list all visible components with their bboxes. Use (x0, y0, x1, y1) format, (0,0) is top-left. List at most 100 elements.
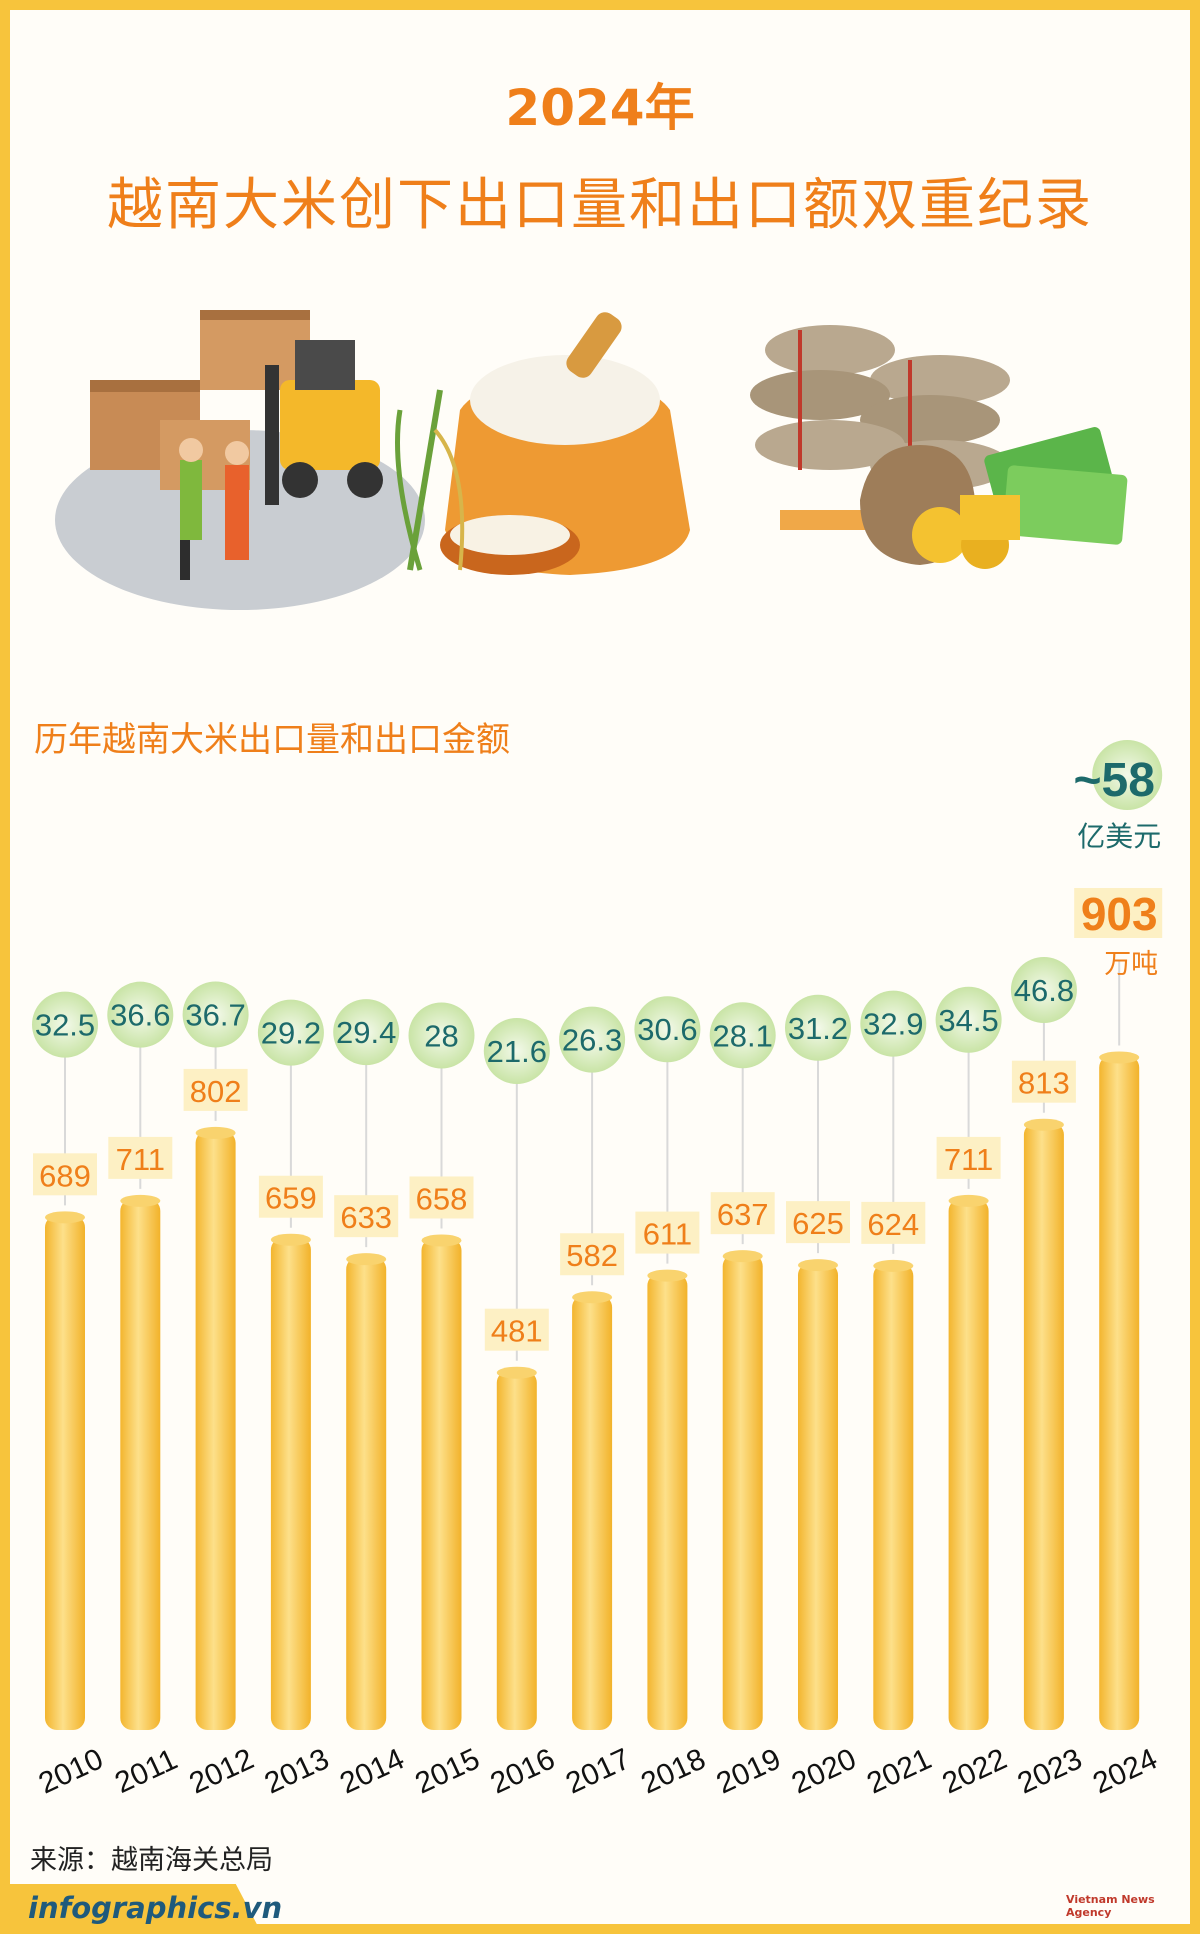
warehouse-illustration (55, 310, 425, 610)
volume-label-bg (710, 1192, 775, 1235)
hero-illustration (55, 310, 1128, 610)
volume-label-bg (635, 1211, 700, 1254)
value-bubble (333, 999, 400, 1066)
value-bubble (1010, 957, 1077, 1023)
value-bubble (483, 1017, 550, 1084)
year-label: 2017 (561, 1742, 635, 1800)
bar-2021 (873, 1263, 914, 1730)
value-bubble-2024 (1092, 740, 1163, 810)
volume-label-bg (786, 1201, 850, 1244)
bar-cap (873, 1259, 914, 1272)
bar-2012 (195, 1130, 236, 1730)
bar-2010 (45, 1215, 85, 1730)
bar-cap (496, 1366, 537, 1379)
volume-label-bg (183, 1068, 248, 1111)
year-label: 2014 (335, 1742, 409, 1800)
year-label: 2024 (1088, 1742, 1162, 1800)
value-label: 30.6 (637, 1012, 697, 1047)
value-label: 31.2 (788, 1011, 848, 1046)
volume-label: 802 (190, 1074, 242, 1109)
bar-2020 (798, 1263, 838, 1730)
year-label: 2010 (34, 1742, 108, 1800)
volume-label: 813 (1018, 1066, 1070, 1101)
value-label: 46.8 (1014, 973, 1074, 1008)
volume-label-bg (409, 1176, 474, 1219)
volume-label: 633 (340, 1200, 392, 1235)
volume-2024: 903 (1081, 888, 1158, 940)
year-label: 2023 (1013, 1742, 1087, 1800)
bar-cap (798, 1259, 838, 1272)
bar-2013 (270, 1237, 311, 1730)
volume-label-bg (484, 1308, 549, 1351)
year-label: 2015 (410, 1742, 484, 1800)
year-label: 2012 (184, 1742, 258, 1800)
volume-label: 659 (265, 1181, 317, 1216)
bar-cap (270, 1233, 311, 1246)
value-label: 29.2 (261, 1016, 321, 1051)
bar-cap (120, 1194, 161, 1207)
bar-2016 (496, 1370, 537, 1730)
agency-logo: Vietnam News Agency (1066, 1893, 1155, 1919)
bar-cap (421, 1234, 462, 1247)
value-label: 26.3 (562, 1023, 622, 1058)
bar-2022 (948, 1198, 989, 1730)
volume-label: 711 (116, 1142, 165, 1177)
volume-label: 582 (566, 1238, 618, 1273)
value-bubble (860, 990, 927, 1057)
year-label: 2020 (787, 1742, 861, 1800)
year-label: 2013 (260, 1742, 334, 1800)
value-label: 32.9 (863, 1007, 923, 1042)
volume-label-bg (861, 1201, 926, 1244)
bar-cap (722, 1250, 763, 1263)
value-bubble (785, 994, 851, 1061)
title-year: 2024年 (505, 79, 695, 137)
bar-cap (1099, 1051, 1140, 1064)
bar-cap (948, 1194, 989, 1207)
value-bubble (634, 996, 701, 1063)
bar-2024 (1099, 1055, 1140, 1730)
value-bubble (408, 1002, 475, 1069)
rice-sack-illustration (395, 312, 690, 575)
bar-cap (572, 1291, 613, 1304)
value-bubble (182, 981, 249, 1048)
value-bubble (32, 991, 98, 1058)
chart-title: 历年越南大米出口量和出口金额 (34, 720, 510, 760)
bar-cap (647, 1269, 688, 1282)
bar-2014 (346, 1257, 387, 1730)
volume-label: 481 (491, 1314, 543, 1349)
value-label: 28.1 (713, 1018, 773, 1053)
volume-label: 711 (944, 1142, 993, 1177)
value-label: 29.4 (336, 1015, 396, 1050)
value-label: 21.6 (487, 1034, 547, 1069)
volume-label-bg (1011, 1060, 1076, 1103)
brand-logo: infographics.vn (28, 1891, 283, 1925)
volume-2024-bg (1074, 888, 1163, 938)
chart-area: 689 32.5 2010 711 36.6 2011 802 36.7 2012 659 29.2… (32, 740, 1163, 1800)
volume-label-bg (108, 1136, 173, 1179)
year-label: 2018 (636, 1742, 710, 1800)
value-bubble (559, 1006, 626, 1073)
volume-label-bg (334, 1195, 399, 1238)
source-note: 来源：越南海关总局 (30, 1845, 273, 1876)
volume-label: 625 (792, 1206, 844, 1241)
value-label: 34.5 (938, 1003, 998, 1038)
year-label: 2021 (862, 1742, 936, 1800)
value-bubble (257, 999, 324, 1066)
volume-2024-unit: 万吨 (1104, 949, 1158, 980)
value-label: 36.7 (185, 997, 245, 1032)
bar-cap (346, 1253, 387, 1266)
bar-cap (195, 1126, 236, 1139)
bar-cap (1023, 1118, 1064, 1131)
volume-label: 611 (643, 1217, 692, 1252)
volume-label-bg (936, 1136, 1001, 1179)
value-2024: ~58 (1073, 754, 1154, 807)
bar-cap (45, 1211, 85, 1224)
value-label: 32.5 (35, 1008, 95, 1043)
year-label: 2019 (711, 1742, 785, 1800)
volume-label: 658 (416, 1181, 468, 1216)
rice-bags-money-illustration (750, 325, 1128, 569)
year-label: 2022 (937, 1742, 1011, 1800)
value-bubble (107, 981, 174, 1048)
year-label: 2011 (110, 1743, 182, 1800)
value-bubble (935, 986, 1002, 1053)
